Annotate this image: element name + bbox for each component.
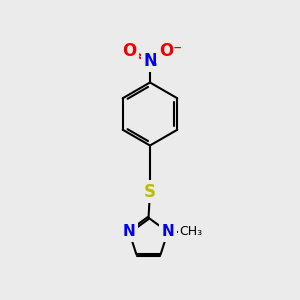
Text: N: N	[161, 224, 174, 239]
Text: N: N	[123, 224, 136, 239]
Text: S: S	[144, 183, 156, 201]
Text: N: N	[143, 52, 157, 70]
Text: CH₃: CH₃	[179, 225, 203, 239]
Text: O⁻: O⁻	[159, 42, 182, 60]
Text: O: O	[122, 42, 137, 60]
